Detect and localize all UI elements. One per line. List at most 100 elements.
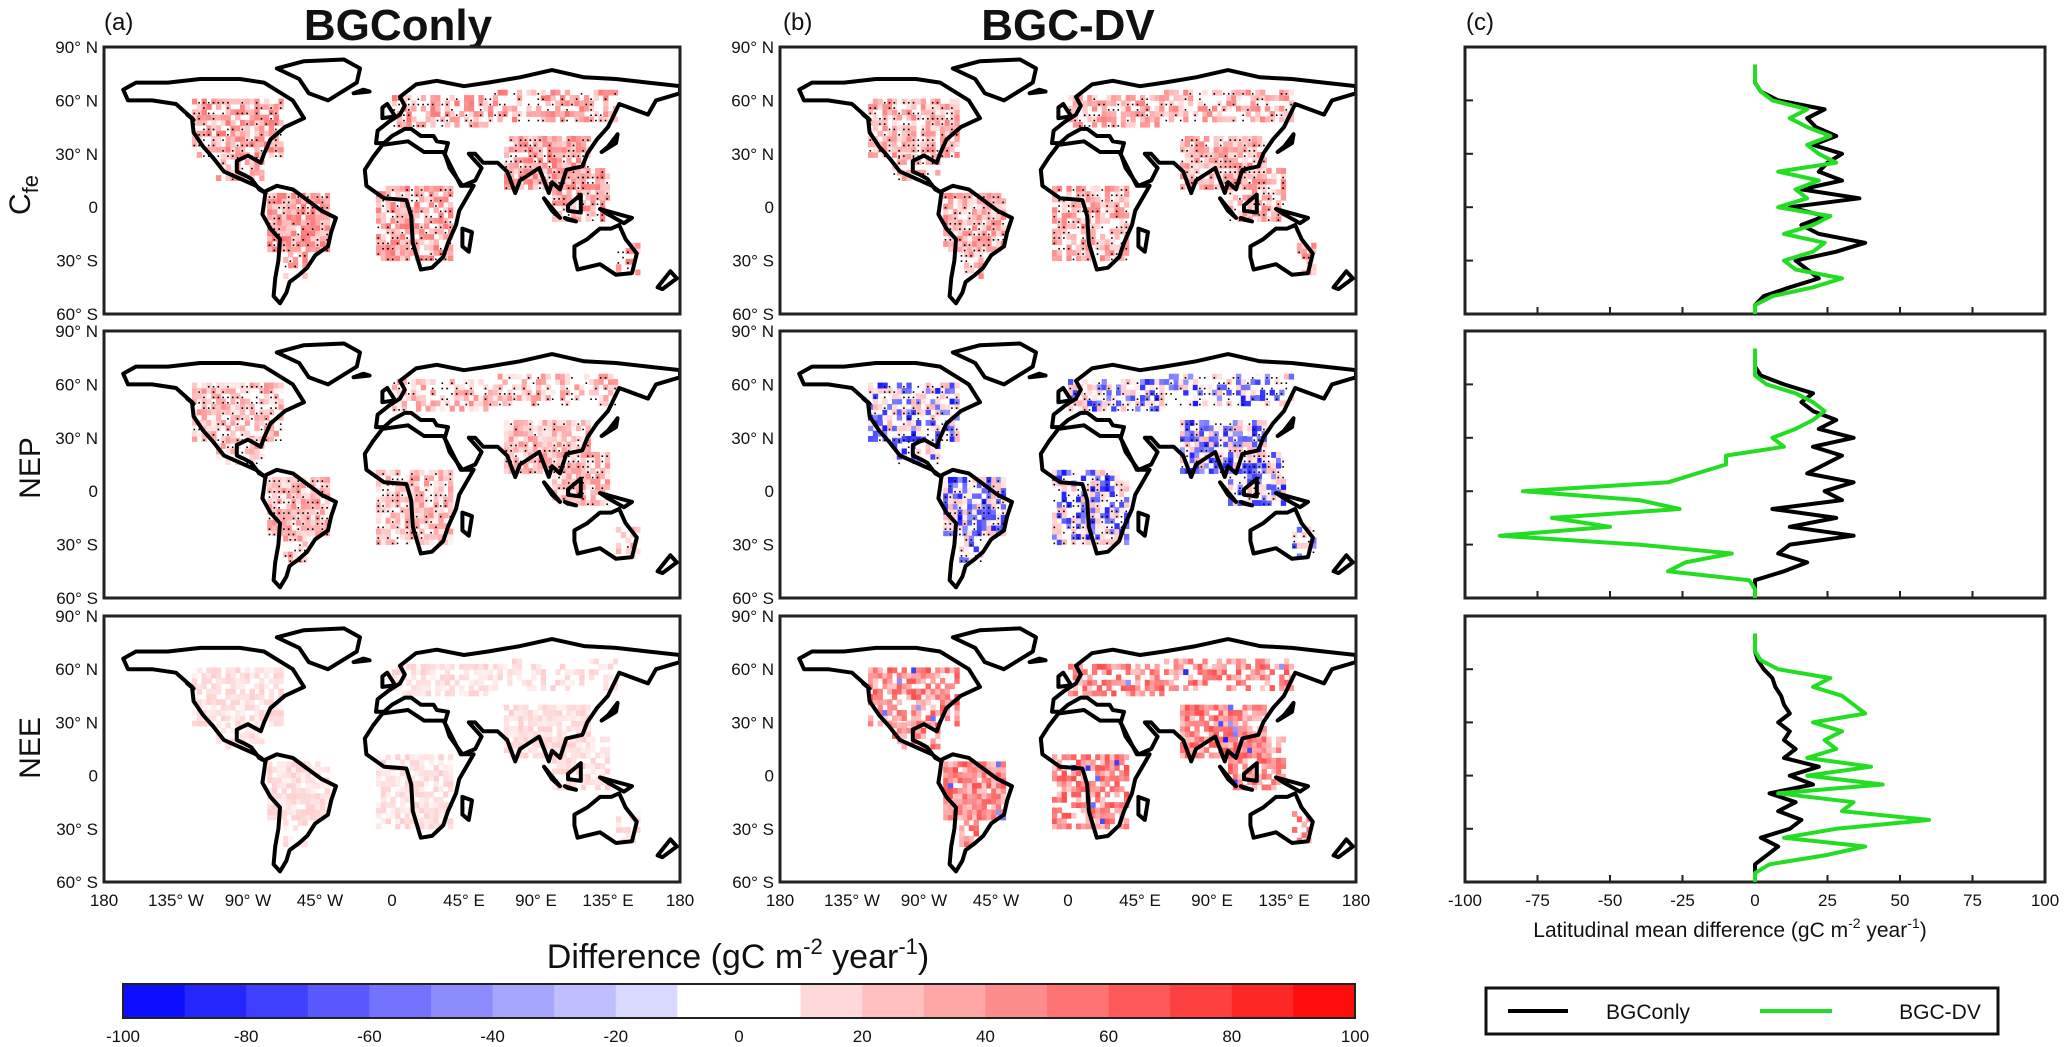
difference-cell bbox=[959, 557, 965, 563]
stipple-dot bbox=[572, 144, 575, 147]
difference-cell bbox=[537, 462, 543, 469]
difference-cell bbox=[400, 507, 406, 514]
difference-cell bbox=[1109, 249, 1115, 256]
difference-cell bbox=[1256, 168, 1263, 174]
difference-cell bbox=[297, 546, 303, 553]
difference-cell bbox=[430, 100, 436, 107]
difference-cell bbox=[920, 169, 927, 176]
difference-cell bbox=[302, 251, 308, 258]
difference-cell bbox=[948, 198, 954, 205]
difference-cell bbox=[230, 109, 236, 116]
difference-cell bbox=[276, 214, 283, 221]
difference-cell bbox=[996, 230, 1002, 237]
difference-cell bbox=[1264, 100, 1271, 107]
difference-cell bbox=[300, 198, 307, 205]
difference-cell bbox=[428, 469, 435, 476]
stipple-dot bbox=[561, 103, 564, 106]
difference-cell bbox=[254, 436, 260, 442]
stipple-dot bbox=[941, 107, 944, 109]
difference-cell bbox=[872, 146, 879, 153]
lat-tick-label: 0 bbox=[765, 198, 774, 217]
difference-cell bbox=[580, 178, 587, 185]
difference-cell bbox=[315, 198, 321, 205]
stipple-dot bbox=[396, 221, 399, 223]
difference-cell bbox=[291, 208, 297, 215]
difference-cell bbox=[1111, 405, 1117, 412]
stipple-dot bbox=[959, 239, 961, 241]
difference-cell bbox=[547, 146, 553, 153]
difference-cell bbox=[404, 517, 411, 524]
difference-cell bbox=[1124, 228, 1130, 235]
difference-cell bbox=[552, 141, 558, 148]
stipple-dot bbox=[251, 167, 253, 170]
difference-cell bbox=[877, 414, 883, 421]
difference-cell bbox=[1232, 452, 1239, 458]
stipple-dot bbox=[268, 533, 271, 536]
stipple-dot bbox=[246, 407, 248, 409]
stipple-dot bbox=[513, 393, 516, 395]
difference-cell bbox=[561, 436, 567, 442]
difference-cell bbox=[513, 430, 519, 437]
difference-cell bbox=[468, 100, 475, 107]
difference-cell bbox=[310, 492, 316, 499]
stipple-dot bbox=[944, 206, 947, 209]
stipple-dot bbox=[302, 523, 304, 525]
stipple-dot bbox=[582, 155, 584, 157]
stipple-dot bbox=[307, 233, 309, 236]
difference-cell bbox=[1066, 233, 1072, 240]
difference-cell bbox=[906, 103, 912, 110]
difference-cell bbox=[1072, 116, 1079, 123]
stipple-dot bbox=[203, 396, 205, 399]
difference-cell bbox=[976, 214, 983, 221]
difference-cell bbox=[376, 517, 382, 524]
difference-cell bbox=[1271, 178, 1277, 185]
difference-cell bbox=[523, 446, 529, 453]
difference-cell bbox=[920, 141, 927, 148]
difference-cell bbox=[1276, 473, 1282, 480]
difference-cell bbox=[1189, 420, 1195, 426]
difference-cell bbox=[1154, 384, 1160, 391]
difference-cell bbox=[547, 446, 553, 453]
difference-cell bbox=[1271, 484, 1277, 490]
stipple-dot bbox=[529, 155, 532, 157]
difference-cell bbox=[1189, 152, 1195, 158]
difference-cell bbox=[1076, 496, 1082, 503]
difference-cell bbox=[967, 203, 973, 210]
difference-cell bbox=[1261, 157, 1267, 164]
difference-cell bbox=[492, 100, 499, 107]
difference-cell bbox=[497, 395, 503, 401]
difference-cell bbox=[978, 251, 984, 258]
stipple-dot bbox=[441, 103, 444, 106]
stipple-dot bbox=[931, 144, 934, 147]
stipple-dot bbox=[203, 101, 205, 104]
stipple-dot bbox=[1200, 160, 1203, 163]
difference-cell bbox=[220, 387, 227, 394]
difference-cell bbox=[1144, 400, 1151, 407]
difference-cell bbox=[952, 208, 959, 215]
difference-cell bbox=[550, 116, 556, 123]
stipple-dot bbox=[236, 423, 239, 425]
difference-cell bbox=[540, 389, 547, 396]
stipple-dot bbox=[523, 387, 525, 390]
difference-cell bbox=[590, 210, 596, 217]
difference-cell bbox=[433, 523, 439, 530]
difference-cell bbox=[454, 384, 460, 391]
difference-cell bbox=[576, 141, 582, 148]
lat-tick-label: 60° S bbox=[732, 305, 774, 324]
stipple-dot bbox=[321, 507, 324, 509]
difference-cell bbox=[225, 437, 231, 444]
difference-cell bbox=[438, 223, 444, 230]
difference-cell bbox=[240, 119, 246, 126]
difference-cell bbox=[272, 219, 278, 226]
difference-cell bbox=[414, 480, 420, 487]
difference-cell bbox=[273, 403, 279, 410]
stipple-dot bbox=[596, 203, 599, 206]
difference-cell bbox=[267, 235, 273, 242]
stipple-dot bbox=[279, 134, 282, 136]
difference-cell bbox=[488, 116, 494, 123]
difference-cell bbox=[1202, 116, 1208, 123]
difference-cell bbox=[404, 533, 411, 540]
stipple-dot bbox=[311, 206, 314, 209]
difference-cell bbox=[1124, 539, 1130, 546]
stipple-dot bbox=[558, 450, 560, 452]
